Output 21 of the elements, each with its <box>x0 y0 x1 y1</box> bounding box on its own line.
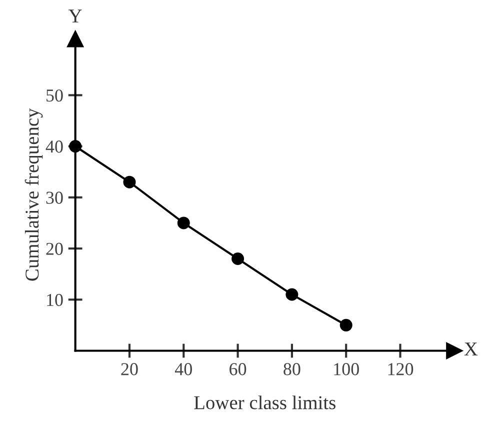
point <box>177 216 190 230</box>
y-tick-label: 20 <box>46 242 63 255</box>
text: X <box>464 342 478 356</box>
x-tick-label: 120 <box>388 363 414 376</box>
y-tick-label: 10 <box>47 294 63 306</box>
text: Y <box>68 10 82 22</box>
x-tick-label: 40 <box>174 363 192 376</box>
x-tick-label: 20 <box>121 363 138 376</box>
point <box>123 176 136 188</box>
point <box>286 288 298 301</box>
point <box>69 140 82 153</box>
y-axis-title: Cumulative frequency <box>24 108 43 281</box>
y-tick-label: 50 <box>46 89 63 102</box>
x-tick-label: 60 <box>230 363 246 376</box>
point <box>340 318 352 332</box>
y-tick-label: 40 <box>46 140 63 153</box>
x-tick-label: 100 <box>334 363 359 376</box>
point <box>232 252 244 265</box>
x-tick-label: 80 <box>284 363 300 376</box>
y-tick-label: 30 <box>46 192 63 204</box>
x-axis-title: Lower class limits <box>194 396 336 410</box>
